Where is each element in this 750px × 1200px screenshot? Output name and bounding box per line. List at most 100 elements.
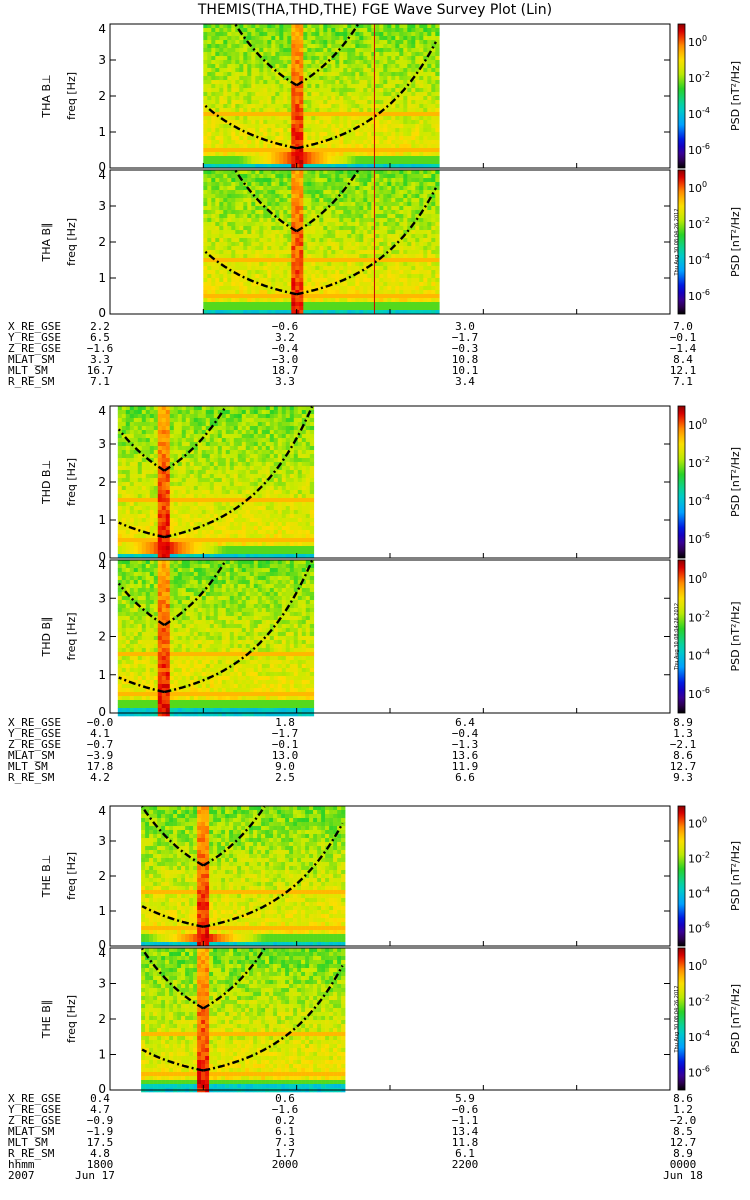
- colorbar-label: PSD [nT²/Hz]: [729, 447, 742, 517]
- ephemeris-value: 11.9: [452, 760, 479, 773]
- colorbar-tick-label: 10-6: [688, 921, 710, 936]
- ephemeris-value: 3.3: [275, 375, 295, 388]
- colorbar: 100 10-2 10-4 10-6 PSD [nT²/Hz] Thu Aug 30 08…: [674, 947, 742, 1091]
- fc-curve: [141, 1048, 204, 1072]
- colorbar-label: PSD [nT²/Hz]: [729, 601, 742, 671]
- panel-label: THD B⊥: [40, 460, 53, 505]
- ephemeris-label: X_RE_GSE: [8, 716, 61, 729]
- ephemeris-label: Y_RE_GSE: [8, 331, 61, 344]
- colorbar-scale: [677, 947, 686, 1091]
- ephemeris-value: −1.4: [670, 342, 697, 355]
- fc-curve: [164, 406, 314, 539]
- y-tick-label: 0: [98, 306, 106, 320]
- ephemeris-label: MLAT_SM: [8, 353, 55, 366]
- colorbar-tick-label: 10-6: [688, 1064, 710, 1079]
- ephemeris-label: MLT_SM: [8, 760, 48, 773]
- ephemeris-value: 3.0: [455, 320, 475, 333]
- ephemeris-value: 10.8: [452, 353, 479, 366]
- ephemeris-value: −0.1: [670, 331, 697, 344]
- date-start: Jun 17: [75, 1169, 115, 1182]
- spectrogram: [141, 948, 346, 1093]
- panel-label: THD B∥: [40, 616, 53, 657]
- y-tick-label: 3: [98, 834, 106, 848]
- y-tick-label: 1: [98, 125, 106, 139]
- colorbar: 100 10-2 10-4 10-6 PSD [nT²/Hz]: [677, 23, 742, 169]
- ephemeris-value: −0.0: [87, 716, 114, 729]
- colorbar-tick-label: 10-2: [688, 70, 710, 85]
- time-row-label: hhmm: [8, 1158, 35, 1171]
- ephemeris-value: 8.4: [673, 353, 693, 366]
- colorbar-tick-label: 10-4: [688, 106, 710, 121]
- ephemeris-value: −0.4: [452, 727, 479, 740]
- ephemeris-value: 8.5: [673, 1125, 693, 1138]
- ephemeris-label: MLAT_SM: [8, 749, 55, 762]
- y-tick-label: 2: [98, 869, 106, 883]
- panel-1: 0 1 2 3 4 THA B∥ freq [Hz] 100 10-2 10-4 10-6 PSD […: [40, 168, 742, 320]
- ephemeris-label: Y_RE_GSE: [8, 1103, 61, 1116]
- ephemeris-value: 12.1: [670, 364, 697, 377]
- year-label: 2007: [8, 1169, 35, 1182]
- colorbar-tick-label: 100: [688, 571, 707, 586]
- axis-label: freq [Hz]: [65, 852, 78, 900]
- ephemeris-value: −3.9: [87, 749, 114, 762]
- ephemeris-value: −0.4: [272, 342, 299, 355]
- ephemeris-value: −0.3: [452, 342, 479, 355]
- ephemeris-value: 8.6: [673, 1092, 693, 1105]
- colorbar: 100 10-2 10-4 10-6 PSD [nT²/Hz]: [677, 805, 742, 947]
- ephemeris-value: 2.2: [90, 320, 110, 333]
- colorbar-tick-label: 100: [688, 34, 707, 49]
- ephemeris-value: 6.1: [455, 1147, 475, 1160]
- y-tick-label: 0: [98, 1082, 106, 1096]
- ephemeris-label: MLT_SM: [8, 364, 48, 377]
- ephemeris-value: −2.0: [670, 1114, 697, 1127]
- axis-label: freq [Hz]: [65, 612, 78, 660]
- ephemeris-label: X_RE_GSE: [8, 320, 61, 333]
- y-tick-label: 1: [98, 271, 106, 285]
- panel-label: THE B∥: [40, 1000, 53, 1039]
- y-tick-label: 3: [98, 199, 106, 213]
- time-tick-label: 1800: [87, 1158, 114, 1171]
- colorbar-label: PSD [nT²/Hz]: [729, 984, 742, 1054]
- ephemeris-label: R_RE_SM: [8, 771, 55, 784]
- ephemeris-value: 4.1: [90, 727, 110, 740]
- ephemeris-value: 4.7: [90, 1103, 110, 1116]
- colorbar-tick-label: 10-2: [688, 455, 710, 470]
- fc-curve: [203, 965, 344, 1072]
- ephemeris-value: 1.2: [673, 1103, 693, 1116]
- spectrogram: [117, 406, 315, 559]
- y-tick-label: 4: [98, 22, 106, 36]
- axis-label: freq [Hz]: [65, 458, 78, 506]
- y-tick-label: 3: [98, 53, 106, 67]
- y-tick-label: 1: [98, 904, 106, 918]
- colorbar-tick-label: 100: [688, 816, 707, 831]
- y-tick-label: 2: [98, 475, 106, 489]
- ephemeris-value: −2.1: [670, 738, 697, 751]
- y-tick-label: 0: [98, 938, 106, 952]
- ephemeris-value: −1.7: [272, 727, 299, 740]
- axis-label: freq [Hz]: [65, 72, 78, 120]
- colorbar-scale: [677, 169, 686, 315]
- colorbar: 100 10-2 10-4 10-6 PSD [nT²/Hz]: [677, 405, 742, 559]
- colorbar-tick-label: 100: [688, 958, 707, 973]
- colorbar-tick-label: 10-6: [688, 142, 710, 157]
- ephemeris-value: 3.3: [90, 353, 110, 366]
- ephemeris-value: 17.8: [87, 760, 114, 773]
- spectrogram: [117, 560, 315, 717]
- ephemeris-value: 6.1: [275, 1125, 295, 1138]
- ephemeris-value: 0.4: [90, 1092, 110, 1105]
- ephemeris-value: 12.7: [670, 1136, 697, 1149]
- fc-curve: [203, 822, 344, 928]
- ephemeris-block-2: X_RE_GSE 0.4 0.6 5.9 8.6 Y_RE_GSE 4.7 −1.6 −0.6 1…: [8, 1092, 696, 1160]
- ephemeris-value: 8.9: [673, 1147, 693, 1160]
- ephemeris-value: 10.1: [452, 364, 479, 377]
- colorbar-scale: [677, 23, 686, 169]
- y-tick-label: 3: [98, 977, 106, 991]
- ephemeris-label: R_RE_SM: [8, 375, 55, 388]
- colorbar-tick-label: 10-6: [688, 686, 710, 701]
- ephemeris-value: 12.7: [670, 760, 697, 773]
- ephemeris-value: 7.3: [275, 1136, 295, 1149]
- ephemeris-value: −0.1: [272, 738, 299, 751]
- ephemeris-value: 2.5: [275, 771, 295, 784]
- y-tick-label: 3: [98, 437, 106, 451]
